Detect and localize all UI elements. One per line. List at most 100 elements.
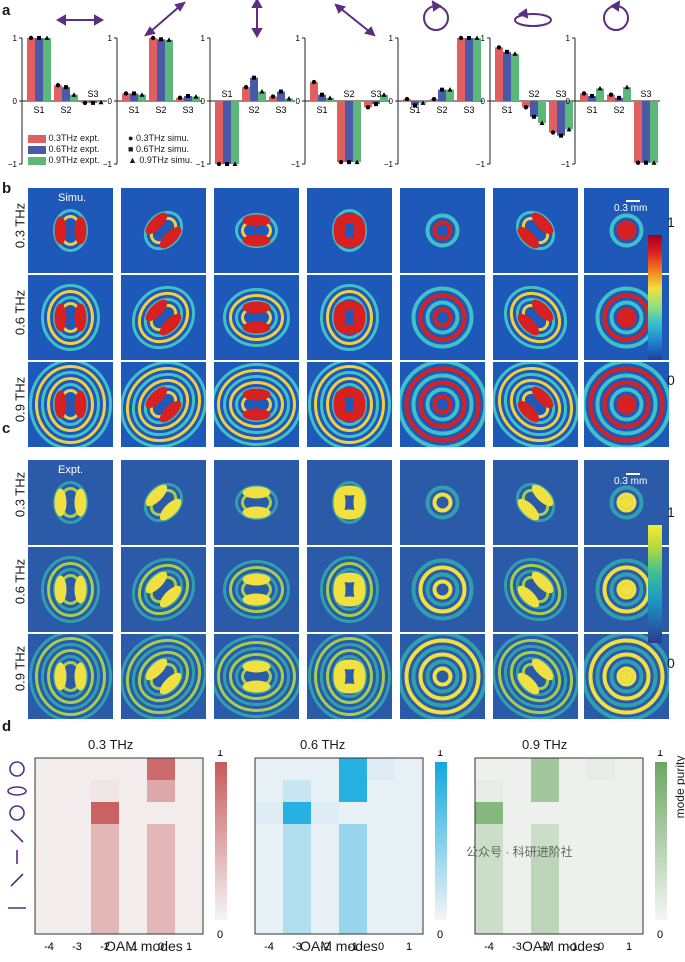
simu-square-4-1: [440, 87, 444, 92]
expt-legend: 0.3THz expt. 0.6THz expt. 0.9THz expt.: [28, 133, 100, 166]
simu-tile-r1-c5: [493, 275, 578, 360]
heat-cell-1-5-4: [367, 868, 395, 890]
legend-swatch-0.3: [28, 134, 46, 143]
heat-cell-1-6-4: [367, 890, 395, 912]
heat-cell-2-3-5: [615, 824, 643, 846]
heat-cell-0-4-3: [119, 846, 147, 868]
heat-cell-2-5-1: [503, 868, 531, 890]
heatmap-xlabel-0: OAM modes: [105, 938, 183, 954]
legend-simu-0.6: 0.6THz simu.: [135, 144, 189, 154]
expt-tile-r0-c2: [214, 460, 299, 545]
simu-square-3-2: [374, 102, 378, 107]
heat-cell-1-3-3: [339, 824, 367, 846]
simu-tile-r0-c6: [584, 188, 669, 273]
expt-tile-r0-c1: [121, 460, 206, 545]
heat-cell-1-6-0: [255, 890, 283, 912]
heat-cell-2-6-5: [615, 890, 643, 912]
heat-cell-0-3-4: [147, 824, 175, 846]
bar-5-S2-2: [538, 101, 546, 124]
simu-tile-r2-c3: [307, 362, 392, 447]
bar-0-S2-0: [54, 85, 62, 101]
heat-cell-0-3-3: [119, 824, 147, 846]
heat-cell-1-5-2: [311, 868, 339, 890]
heat-cell-0-5-1: [63, 868, 91, 890]
heat-cell-1-3-4: [367, 824, 395, 846]
heat-cell-0-2-3: [119, 802, 147, 824]
heat-cell-0-7-5: [175, 912, 203, 934]
mode-purity-label: mode purity: [673, 755, 685, 819]
bar-4-S3-2: [473, 38, 481, 101]
stokes-label-2-S3: S3: [275, 105, 286, 115]
heat-cell-2-2-2: [531, 802, 559, 824]
heat-cell-1-7-3: [339, 912, 367, 934]
bar-6-S2-0: [607, 94, 615, 101]
heat-cell-0-7-0: [35, 912, 63, 934]
heat-cell-0-2-0: [35, 802, 63, 824]
expt-tile-r2-c0: [28, 634, 113, 719]
heat-cell-1-2-0: [255, 802, 283, 824]
ytick-label-4-0: 1: [389, 34, 394, 43]
bar-0-S1-0: [27, 38, 35, 101]
heat-cell-1-6-5: [395, 890, 423, 912]
bar-4-S2-2: [446, 89, 454, 101]
watermark: 公众号 · 科研进阶社: [466, 845, 573, 859]
simu-tile-r2-c5: [493, 362, 578, 447]
stokes-label-0-S2: S2: [60, 105, 71, 115]
heat-cell-1-1-3: [339, 780, 367, 802]
simu-square-4-2: [467, 36, 471, 40]
legend-simu-0.3: 0.3THz simu.: [135, 133, 189, 143]
circular-right-arrowhead: [431, 0, 442, 12]
ytick-label-3-2: −1: [291, 160, 301, 169]
heat-xtick-0-0: -4: [44, 941, 54, 953]
heatmap-frame-2: [474, 757, 644, 935]
bar-1-S3-1: [184, 95, 192, 101]
simu-tile-r0-c1: [121, 188, 206, 273]
bar-2-S2-2: [258, 91, 266, 101]
ytick-label-4-2: −1: [384, 160, 394, 169]
heat-cell-2-1-3: [559, 780, 587, 802]
simu-legend: ● 0.3THz simu. ■ 0.6THz simu. ▲ 0.9THz s…: [128, 133, 193, 165]
legend-simu-0.9: 0.9THz simu.: [139, 155, 193, 165]
heat-cell-2-1-2: [531, 780, 559, 802]
ytick-label-3-0: 1: [296, 34, 301, 43]
heat-xtick-0-2: -2: [100, 941, 110, 953]
heat-cell-1-5-1: [283, 868, 311, 890]
heat-cell-2-6-2: [531, 890, 559, 912]
heat-cell-0-4-0: [35, 846, 63, 868]
heat-cell-2-1-5: [615, 780, 643, 802]
simu-square-6-2: [644, 160, 648, 165]
heat-cell-1-6-1: [283, 890, 311, 912]
stokes-label-5-S1: S1: [501, 105, 512, 115]
expt-tile-r1-c2: [214, 547, 299, 632]
bar-1-S1-1: [130, 93, 138, 101]
heat-cell-1-4-2: [311, 846, 339, 868]
heat-cell-0-1-5: [175, 780, 203, 802]
bar-3-S2-0: [337, 101, 345, 163]
bar-1-S2-1: [157, 39, 165, 101]
legend-swatch-0.9: [28, 156, 46, 165]
bar-0-S2-2: [70, 94, 78, 101]
heat-cell-0-2-5: [175, 802, 203, 824]
legend-expt-0.9: 0.9THz expt.: [48, 155, 100, 165]
heat-cell-0-6-4: [147, 890, 175, 912]
simu-triangle-3-2: [381, 92, 387, 97]
heat-cell-1-7-2: [311, 912, 339, 934]
ytick-label-0-2: −1: [8, 160, 18, 169]
simu-triangle-0-2: [98, 99, 104, 105]
expt-tile-r0-c5: [493, 460, 578, 545]
heat-cell-0-0-1: [63, 758, 91, 780]
heat-cell-2-6-4: [587, 890, 615, 912]
simu-dot-5-2: [550, 130, 556, 135]
ytick-label-6-1: 0: [566, 97, 571, 106]
ytick-label-1-1: 0: [108, 97, 113, 106]
stokes-bar-charts: 1 0 −1 S1 S2 S3 1 0 −1 S1 S2 S3 1 0 −1 S1 S2 S3 1 0 −1 S1 S2 S3…: [8, 34, 660, 169]
simu-square-3-1: [347, 160, 351, 165]
heat-cell-2-4-2: [531, 846, 559, 868]
stokes-label-2-S1: S1: [221, 89, 232, 99]
heat-cell-0-6-2: [91, 890, 119, 912]
simu-row-label-0.9: 0.9 THz: [12, 376, 28, 423]
expt-tile-r1-c0: [28, 547, 113, 632]
heat-cell-1-3-5: [395, 824, 423, 846]
heat-cell-2-7-0: [475, 912, 503, 934]
heat-cell-1-2-2: [311, 802, 339, 824]
